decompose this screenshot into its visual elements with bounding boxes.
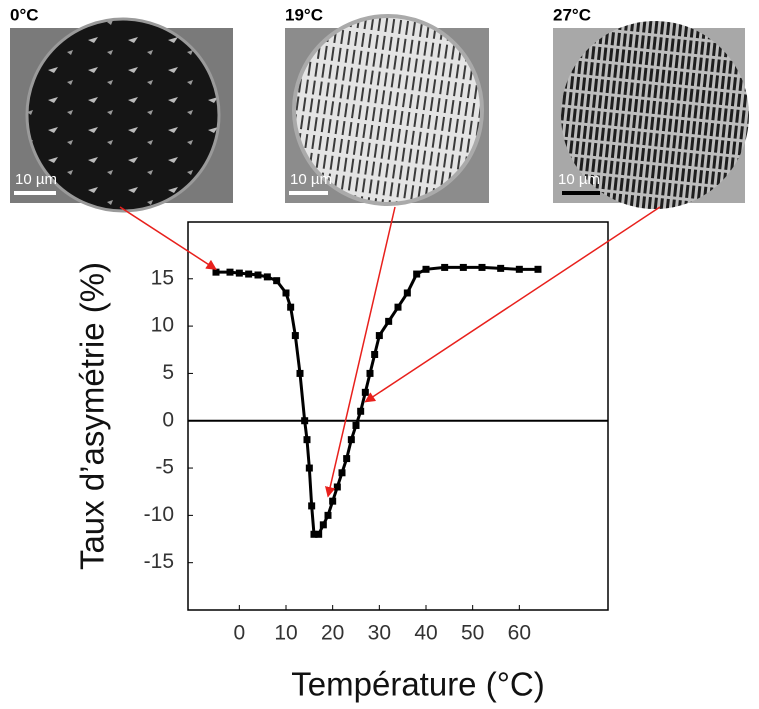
data-point	[375, 332, 383, 340]
data-point	[422, 265, 430, 273]
data-point	[515, 265, 523, 273]
data-point	[394, 303, 402, 311]
data-point	[254, 271, 262, 279]
x-tick-label: 40	[414, 622, 437, 645]
data-point	[329, 497, 337, 505]
y-axis-title: Taux d’asymétrie (%)	[74, 262, 111, 570]
data-point	[361, 388, 369, 396]
data-point	[413, 270, 421, 278]
x-axis-title: Température (°C)	[291, 666, 544, 703]
data-point	[403, 289, 411, 297]
image-label: 0°C	[10, 5, 39, 24]
data-point	[534, 265, 542, 273]
micrographs: 0°C 10 µm 19°C 10 µm 27°C 10 µm	[10, 5, 749, 213]
data-point	[315, 530, 323, 538]
micrograph: 19°C 10 µm	[285, 5, 489, 206]
x-tick-label: 20	[321, 622, 344, 645]
data-point	[273, 277, 281, 285]
x-tick-label: 0	[233, 622, 245, 645]
scale-label: 10 µm	[558, 171, 600, 188]
y-tick-label: 10	[151, 314, 174, 337]
y-tick-label: -15	[144, 550, 174, 573]
arrow	[325, 206, 396, 498]
data-point	[497, 264, 505, 272]
data-point	[235, 269, 243, 277]
data-point	[282, 289, 290, 297]
x-tick-label: 60	[508, 622, 531, 645]
y-tick-label: -5	[155, 456, 174, 479]
data-point	[352, 421, 360, 429]
data-point	[333, 483, 341, 491]
y-tick-label: 15	[151, 266, 174, 289]
data-point	[357, 407, 365, 415]
plot-frame	[187, 221, 609, 611]
x-tick-label: 50	[461, 622, 484, 645]
data-point	[287, 303, 295, 311]
data-point	[296, 369, 304, 377]
data-point	[343, 455, 351, 463]
data-point	[324, 511, 332, 519]
y-tick-label: -10	[144, 503, 174, 526]
data-point	[310, 530, 318, 538]
data-point	[263, 273, 271, 281]
data-point	[385, 317, 393, 325]
data-point	[338, 469, 346, 477]
scale-label: 10 µm	[15, 171, 57, 188]
data-point	[347, 436, 355, 444]
data-line	[216, 265, 538, 536]
micrograph: 0°C 10 µm	[10, 5, 233, 213]
data-point	[226, 268, 234, 276]
micrograph: 27°C 10 µm	[553, 5, 749, 209]
arrow	[119, 206, 217, 270]
scale-label: 10 µm	[290, 171, 332, 188]
data-point	[212, 268, 220, 276]
data-point	[459, 263, 467, 271]
data-point	[305, 464, 313, 472]
x-tick-label: 10	[274, 622, 297, 645]
data-point	[308, 502, 316, 510]
data-point	[245, 270, 253, 278]
data-point	[291, 332, 299, 340]
image-label: 19°C	[285, 5, 323, 24]
data-point	[478, 263, 486, 271]
y-tick-label: 5	[162, 361, 174, 384]
data-point	[371, 350, 379, 358]
data-point	[301, 417, 309, 425]
arrow	[364, 206, 661, 403]
data-point	[441, 263, 449, 271]
data-point	[319, 521, 327, 529]
x-tick-label: 30	[368, 622, 391, 645]
data-point	[303, 436, 311, 444]
data-point	[366, 369, 374, 377]
y-tick-label: 0	[162, 408, 174, 431]
image-label: 27°C	[553, 5, 591, 24]
